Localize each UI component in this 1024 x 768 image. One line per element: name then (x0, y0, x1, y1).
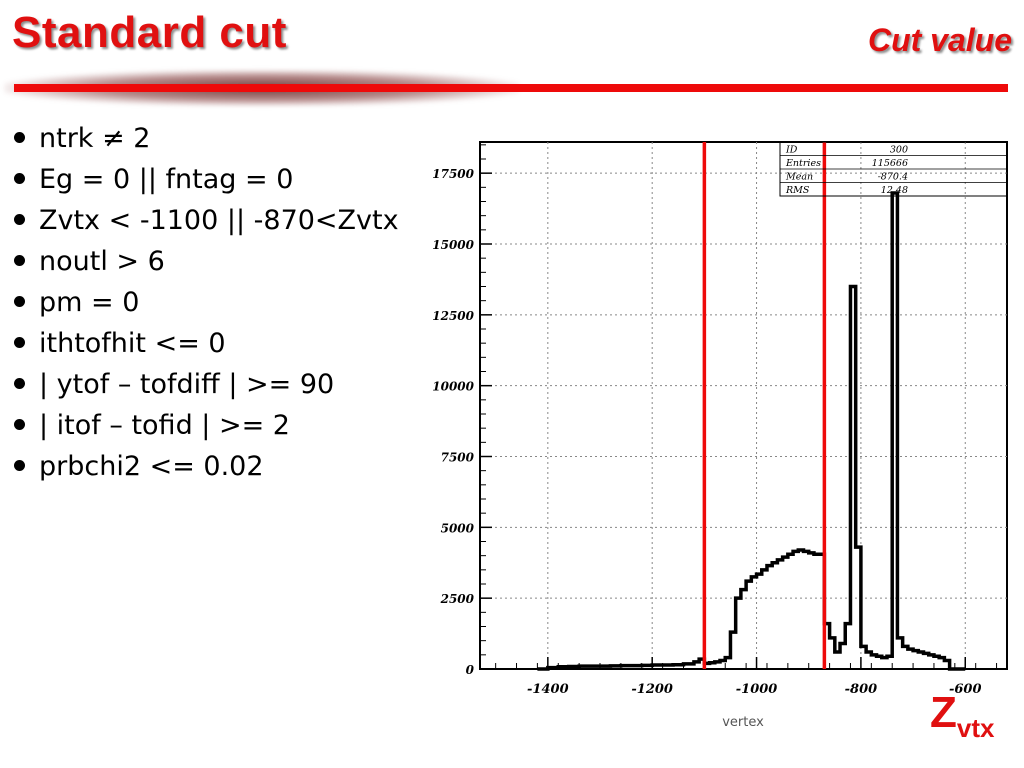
cut-item: pm = 0 (14, 282, 399, 323)
cut-item-text: Eg = 0 || fntag = 0 (39, 164, 294, 195)
cut-item-text: ntrk ≠ 2 (39, 123, 151, 154)
x-tick-label: -800 (845, 682, 878, 697)
y-tick-label: 15000 (432, 238, 474, 252)
stats-label: RMS (785, 185, 810, 196)
cut-item: prbchi2 <= 0.02 (14, 446, 399, 487)
cut-item: noutl > 6 (14, 241, 399, 282)
zvtx-label: Zvtx (930, 688, 994, 744)
cut-item: Zvtx < -1100 || -870<Zvtx (14, 200, 399, 241)
cut-item: ithtofhit <= 0 (14, 323, 399, 364)
bullet-dot-icon (14, 214, 25, 225)
slide-subtitle: Cut value (867, 22, 1012, 58)
stats-label: ID (785, 145, 798, 156)
stats-value: 115666 (872, 158, 908, 169)
vertex-histogram: 0 2500 5000 7500 10000 12500 15000 17500 -1400 -… (432, 141, 1008, 730)
x-tick-label: -600 (949, 682, 982, 697)
cut-item-text: | itof – tofid | >= 2 (39, 410, 290, 441)
y-tick-label: 10000 (432, 380, 474, 394)
x-tick-label: -1400 (527, 682, 569, 697)
bullet-dot-icon (14, 460, 25, 471)
cut-lines (702, 142, 827, 669)
y-tick-label: 5000 (441, 521, 475, 535)
plot-frame (479, 141, 1008, 670)
x-tick-label: -1200 (631, 682, 673, 697)
stats-box: ID 300 Entries 115666 Mean -870.4 RMS 12.48 (779, 141, 1008, 197)
bullet-dot-icon (14, 337, 25, 348)
y-axis-ticks: 0 2500 5000 7500 10000 12500 15000 17500 (432, 144, 492, 677)
x-axis-label: vertex (722, 715, 764, 730)
cut-item-text: noutl > 6 (39, 246, 165, 277)
cut-item-text: prbchi2 <= 0.02 (39, 451, 264, 482)
zvtx-main: Z (930, 688, 957, 737)
zvtx-subscript: vtx (956, 713, 995, 743)
cut-item: Eg = 0 || fntag = 0 (14, 159, 399, 200)
stats-value: 12.48 (881, 185, 908, 196)
cut-item-text: ithtofhit <= 0 (39, 328, 226, 359)
bullet-dot-icon (14, 255, 25, 266)
y-tick-label: 0 (466, 663, 475, 677)
x-tick-label: -1000 (736, 682, 778, 697)
cut-item-text: Zvtx < -1100 || -870<Zvtx (39, 205, 399, 236)
bullet-dot-icon (14, 132, 25, 143)
bullet-dot-icon (14, 296, 25, 307)
slide-title: Standard cut (12, 8, 287, 57)
histogram-curve (537, 191, 966, 671)
cut-item: ntrk ≠ 2 (14, 118, 399, 159)
stats-label: Entries (785, 158, 821, 169)
cut-item-text: pm = 0 (39, 287, 140, 318)
cut-item-text: | ytof – tofdiff | >= 90 (39, 369, 335, 400)
y-tick-label: 7500 (441, 451, 475, 465)
y-tick-label: 12500 (432, 309, 474, 323)
stats-value: -870.4 (878, 172, 908, 183)
y-tick-label: 2500 (440, 592, 475, 606)
stats-label: Mean (785, 172, 813, 183)
cut-item: | ytof – tofdiff | >= 90 (14, 364, 399, 405)
cut-list: ntrk ≠ 2 Eg = 0 || fntag = 0 Zvtx < -110… (14, 118, 399, 487)
bullet-dot-icon (14, 378, 25, 389)
bullet-dot-icon (14, 173, 25, 184)
bullet-dot-icon (14, 419, 25, 430)
title-underline (14, 84, 1008, 92)
cut-item: | itof – tofid | >= 2 (14, 405, 399, 446)
stats-value: 300 (890, 145, 908, 156)
y-tick-label: 17500 (432, 167, 474, 181)
